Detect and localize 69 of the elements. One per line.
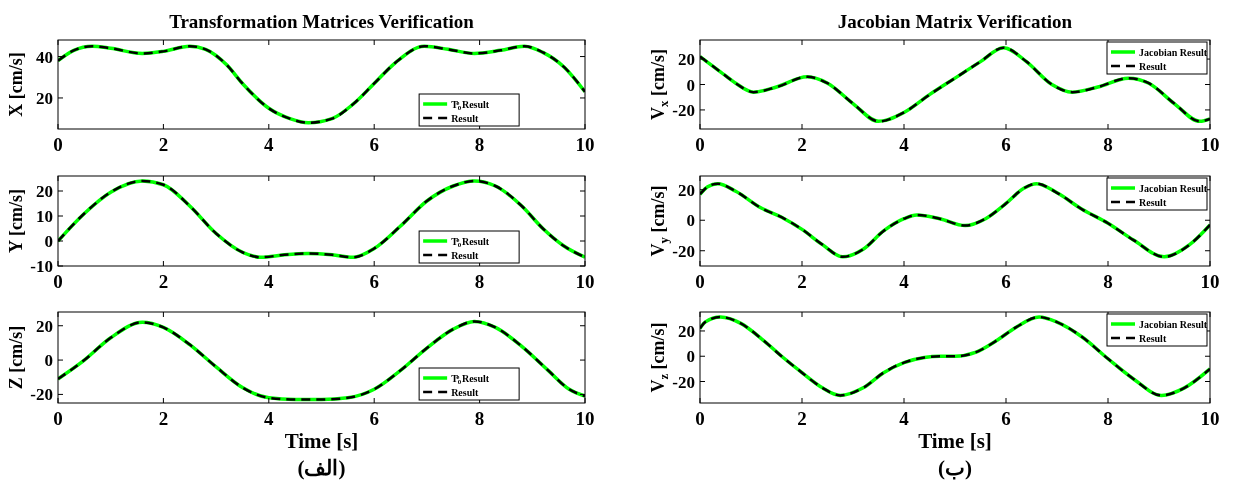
y-tick-label: 20 [36, 316, 53, 336]
text: (ب) [938, 456, 972, 480]
y-tick-label: 0 [686, 75, 695, 95]
x-tick-label: 2 [797, 408, 807, 429]
x-tick-label: 10 [1200, 271, 1220, 292]
x-tick-label: 4 [899, 408, 910, 429]
y-tick-label: 20 [678, 321, 695, 341]
y-tick-label: 10 [36, 207, 53, 226]
x-tick-label: 2 [797, 271, 807, 292]
x-tick-label: 10 [575, 271, 595, 292]
x-tick-label: 6 [1001, 134, 1011, 155]
chart-title: Transformation Matrices Verification [169, 11, 475, 32]
legend-label: Jacobian Result [1139, 183, 1208, 194]
x-tick-label: 4 [264, 271, 275, 292]
y-tick-label: -20 [672, 100, 695, 120]
y-tick-label: 20 [36, 88, 53, 108]
y-tick-label: 0 [686, 347, 695, 367]
x-axis-title: Time [s] [284, 429, 359, 453]
legend-label: Jacobian Result [1139, 47, 1208, 58]
y-tick-label: -20 [672, 241, 695, 261]
legend-label: Result [451, 113, 480, 124]
y-axis-title: Y [cm/s] [6, 189, 26, 253]
legend-label: Result [451, 250, 480, 261]
x-tick-label: 2 [158, 134, 169, 155]
y-tick-label: 20 [36, 182, 53, 201]
x-tick-label: 10 [575, 134, 595, 155]
x-tick-label: 2 [158, 408, 169, 429]
x-tick-label: 8 [1103, 134, 1113, 155]
y-tick-label: 20 [678, 180, 695, 200]
y-tick-label: -20 [30, 385, 53, 405]
x-tick-label: 8 [474, 134, 485, 155]
x-tick-label: 2 [158, 271, 169, 292]
y-tick-label: 0 [44, 232, 53, 251]
y-tick-label: 40 [36, 47, 53, 67]
x-tick-label: 8 [474, 271, 485, 292]
x-tick-label: 8 [474, 408, 485, 429]
y-tick-label: -10 [30, 257, 53, 276]
legend-label: T$_{0}$$^{e}$ Result [451, 373, 490, 387]
legend-label: Jacobian Result [1139, 319, 1208, 330]
y-axis-title: X [cm/s] [6, 52, 26, 117]
x-tick-label: 6 [1001, 408, 1011, 429]
x-tick-label: 4 [899, 134, 910, 155]
x-tick-label: 8 [1103, 408, 1113, 429]
x-tick-label: 8 [1103, 271, 1113, 292]
x-tick-label: 4 [264, 408, 275, 429]
x-tick-label: 4 [899, 271, 910, 292]
x-tick-label: 4 [264, 134, 275, 155]
legend-label: Result [1139, 197, 1167, 208]
legend-label: T$_{0}$$^{e}$ Result [451, 236, 490, 250]
text: (الف) [297, 456, 346, 480]
y-axis-title: Z [cm/s] [6, 325, 26, 390]
x-tick-label: 6 [369, 134, 379, 155]
x-tick-label: 10 [1200, 134, 1220, 155]
x-tick-label: 10 [1200, 408, 1220, 429]
x-tick-label: 10 [575, 408, 595, 429]
y-tick-label: 0 [44, 351, 53, 371]
x-tick-label: 2 [797, 134, 807, 155]
legend-label: T$_{0}$$^{e}$ Result [451, 99, 490, 113]
y-tick-label: -20 [672, 372, 695, 392]
x-tick-label: 6 [369, 408, 379, 429]
x-axis-title: Time [s] [918, 429, 992, 453]
x-tick-label: 6 [1001, 271, 1011, 292]
chart-title: Jacobian Matrix Verification [837, 11, 1073, 32]
legend-label: Result [451, 387, 480, 398]
y-tick-label: 0 [686, 211, 695, 231]
legend-label: Result [1139, 333, 1167, 344]
legend-label: Result [1139, 61, 1167, 72]
x-tick-label: 6 [369, 271, 379, 292]
y-tick-label: 20 [678, 50, 695, 70]
